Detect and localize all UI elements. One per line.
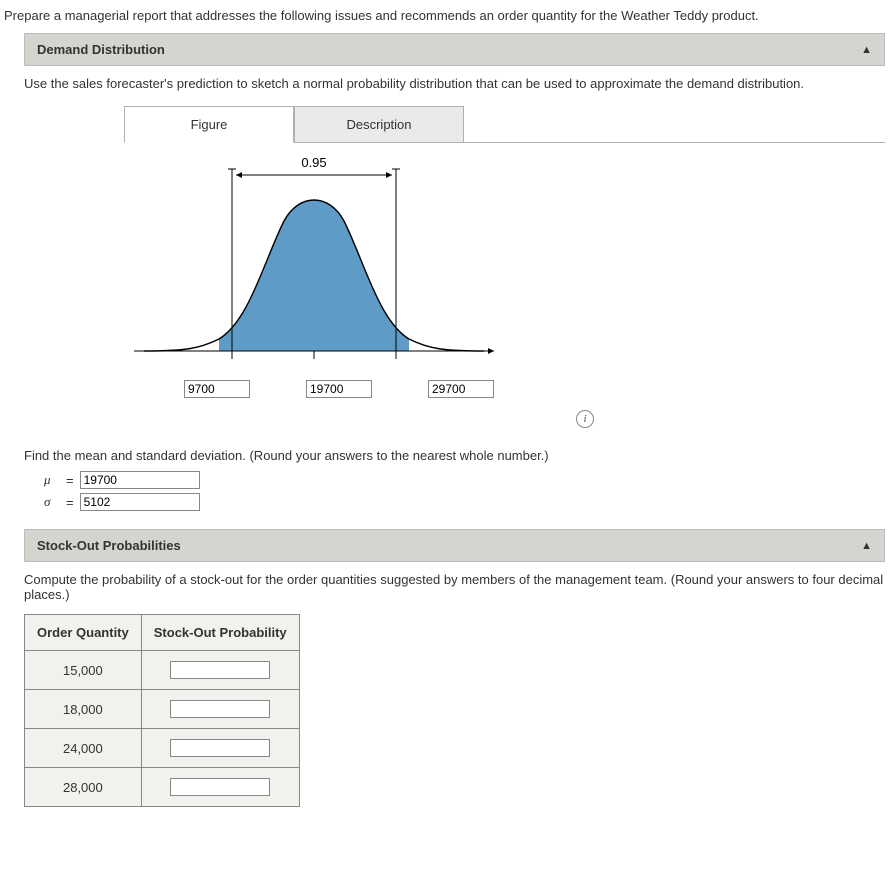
prob-cell bbox=[141, 651, 299, 690]
intro-text: Prepare a managerial report that address… bbox=[4, 4, 885, 33]
collapse-icon[interactable]: ▲ bbox=[861, 44, 872, 56]
prob-input[interactable] bbox=[170, 661, 270, 679]
stockout-table: Order Quantity Stock-Out Probability 15,… bbox=[24, 614, 300, 807]
qty-cell: 18,000 bbox=[25, 690, 142, 729]
lower-bound-input[interactable] bbox=[184, 380, 250, 398]
center-input[interactable] bbox=[306, 380, 372, 398]
info-icon[interactable]: i bbox=[576, 410, 594, 428]
stockout-description: Compute the probability of a stock-out f… bbox=[24, 572, 885, 602]
tab-figure[interactable]: Figure bbox=[124, 106, 294, 143]
section-stockout-title: Stock-Out Probabilities bbox=[37, 538, 181, 553]
prob-input[interactable] bbox=[170, 700, 270, 718]
qty-cell: 28,000 bbox=[25, 768, 142, 807]
demand-description: Use the sales forecaster's prediction to… bbox=[24, 76, 885, 91]
mu-symbol: μ bbox=[44, 472, 60, 488]
sigma-input[interactable] bbox=[80, 493, 200, 511]
sigma-symbol: σ bbox=[44, 494, 60, 510]
prob-cell bbox=[141, 690, 299, 729]
collapse-icon[interactable]: ▲ bbox=[861, 540, 872, 552]
distribution-svg: 0.95 bbox=[124, 151, 504, 381]
tab-description[interactable]: Description bbox=[294, 106, 464, 143]
chart-tabs: Figure Description bbox=[124, 105, 885, 143]
col-order-qty: Order Quantity bbox=[25, 615, 142, 651]
table-row: 18,000 bbox=[25, 690, 300, 729]
table-row: 24,000 bbox=[25, 729, 300, 768]
prob-cell bbox=[141, 729, 299, 768]
col-stockout-prob: Stock-Out Probability bbox=[141, 615, 299, 651]
find-instruction: Find the mean and standard deviation. (R… bbox=[24, 448, 885, 463]
section-stockout-body: Compute the probability of a stock-out f… bbox=[4, 566, 885, 821]
table-row: 28,000 bbox=[25, 768, 300, 807]
section-demand-body: Use the sales forecaster's prediction to… bbox=[4, 70, 885, 529]
section-demand-title: Demand Distribution bbox=[37, 42, 165, 57]
prob-input[interactable] bbox=[170, 778, 270, 796]
eq-sign: = bbox=[66, 495, 74, 510]
eq-sign: = bbox=[66, 473, 74, 488]
sigma-row: σ = bbox=[44, 493, 885, 511]
section-demand-header[interactable]: Demand Distribution ▲ bbox=[24, 33, 885, 66]
qty-cell: 15,000 bbox=[25, 651, 142, 690]
qty-cell: 24,000 bbox=[25, 729, 142, 768]
mu-input[interactable] bbox=[80, 471, 200, 489]
prob-cell bbox=[141, 768, 299, 807]
normal-dist-chart: 0.95 i bbox=[124, 151, 564, 398]
section-stockout-header[interactable]: Stock-Out Probabilities ▲ bbox=[24, 529, 885, 562]
upper-bound-input[interactable] bbox=[428, 380, 494, 398]
table-row: 15,000 bbox=[25, 651, 300, 690]
prob-input[interactable] bbox=[170, 739, 270, 757]
svg-text:0.95: 0.95 bbox=[301, 155, 326, 170]
mu-row: μ = bbox=[44, 471, 885, 489]
table-header-row: Order Quantity Stock-Out Probability bbox=[25, 615, 300, 651]
